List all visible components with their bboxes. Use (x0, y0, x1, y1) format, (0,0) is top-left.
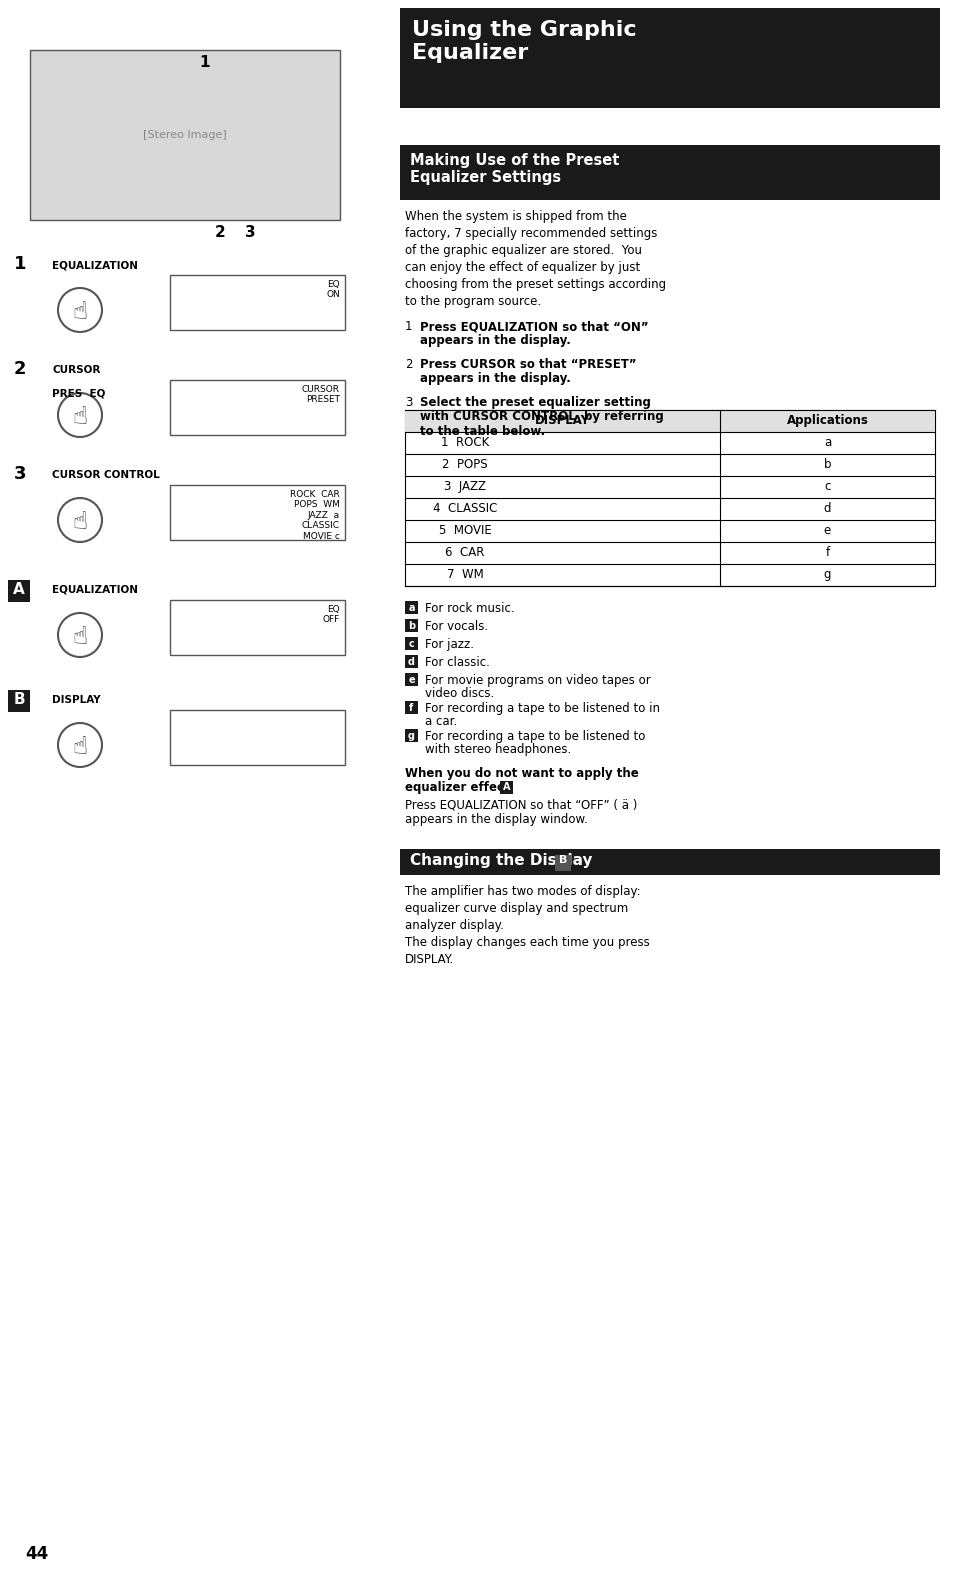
Bar (170, 275, 345, 330)
Text: ☝: ☝ (72, 300, 88, 324)
Text: e: e (408, 674, 415, 685)
Text: with CURSOR CONTROL  by referring
to the table below.: with CURSOR CONTROL by referring to the … (419, 410, 663, 439)
Bar (405, 637, 417, 649)
Text: Press EQUALIZATION so that “ON”: Press EQUALIZATION so that “ON” (419, 321, 648, 333)
Bar (405, 601, 417, 615)
Text: DISPLAY: DISPLAY (52, 695, 100, 704)
Text: with stereo headphones.: with stereo headphones. (424, 744, 571, 756)
Text: CURSOR
PRESET: CURSOR PRESET (302, 385, 339, 404)
Text: EQ
OFF: EQ OFF (322, 605, 339, 624)
Text: DISPLAY: DISPLAY (535, 413, 590, 428)
Text: video discs.: video discs. (424, 687, 494, 700)
Text: ☝: ☝ (72, 406, 88, 429)
Text: a: a (823, 435, 830, 450)
Text: 1: 1 (199, 55, 210, 71)
Bar (405, 410, 934, 586)
Bar (399, 145, 939, 200)
Text: 6  CAR: 6 CAR (445, 545, 484, 560)
Text: 3: 3 (405, 396, 412, 409)
Text: B: B (558, 855, 567, 865)
Bar (170, 711, 345, 766)
Text: ☝: ☝ (72, 736, 88, 759)
Text: appears in the display window.: appears in the display window. (405, 813, 587, 825)
Text: a car.: a car. (424, 715, 456, 728)
Text: Press CURSOR so that “PRESET”: Press CURSOR so that “PRESET” (419, 358, 636, 371)
Text: EQ
ON: EQ ON (326, 280, 339, 299)
Text: A: A (13, 582, 25, 597)
Text: appears in the display.: appears in the display. (419, 333, 570, 347)
Bar (499, 781, 513, 794)
Text: ☝: ☝ (72, 509, 88, 534)
Bar (405, 673, 417, 685)
Text: For recording a tape to be listened to in: For recording a tape to be listened to i… (424, 703, 659, 715)
Text: 3: 3 (13, 465, 27, 483)
Text: Select the preset equalizer setting: Select the preset equalizer setting (419, 396, 650, 409)
Text: EQUALIZATION: EQUALIZATION (52, 585, 138, 594)
Text: e: e (823, 523, 830, 538)
Text: 1  ROCK: 1 ROCK (440, 435, 489, 450)
Text: c: c (823, 479, 830, 494)
Text: 44: 44 (25, 1545, 49, 1563)
Text: g: g (408, 731, 415, 740)
Text: When you do not want to apply the: When you do not want to apply the (405, 767, 639, 780)
Text: 3  JAZZ: 3 JAZZ (443, 479, 485, 494)
Text: a: a (408, 604, 415, 613)
Text: EQUALIZATION: EQUALIZATION (52, 259, 138, 270)
Bar (405, 729, 417, 742)
Text: For vocals.: For vocals. (424, 619, 488, 634)
Text: 4  CLASSIC: 4 CLASSIC (433, 501, 497, 516)
Text: 3: 3 (244, 225, 255, 241)
Bar (170, 486, 345, 541)
Text: d: d (822, 501, 830, 516)
Bar (170, 380, 345, 435)
Text: f: f (409, 703, 414, 714)
Text: 2: 2 (13, 360, 27, 377)
Text: Press EQUALIZATION so that “OFF” ( ä ): Press EQUALIZATION so that “OFF” ( ä ) (405, 799, 637, 813)
Text: CURSOR

PRES  EQ: CURSOR PRES EQ (52, 365, 105, 398)
Bar (405, 701, 417, 714)
Text: f: f (824, 545, 829, 560)
Bar (555, 855, 571, 871)
Text: Using the Graphic
Equalizer: Using the Graphic Equalizer (412, 20, 636, 63)
Text: g: g (822, 567, 830, 582)
Text: For rock music.: For rock music. (424, 602, 514, 615)
Text: 1: 1 (405, 321, 412, 333)
Text: 1: 1 (13, 255, 27, 274)
Bar (170, 601, 345, 656)
Text: 2: 2 (214, 225, 225, 241)
Text: 2: 2 (405, 358, 412, 371)
Text: For classic.: For classic. (424, 656, 489, 670)
Text: When the system is shipped from the
factory, 7 specially recommended settings
of: When the system is shipped from the fact… (405, 211, 665, 308)
Text: For jazz.: For jazz. (424, 638, 474, 651)
Text: [Stereo Image]: [Stereo Image] (143, 130, 227, 140)
Text: c: c (408, 638, 414, 649)
Text: The amplifier has two modes of display:
equalizer curve display and spectrum
ana: The amplifier has two modes of display: … (405, 885, 649, 967)
Text: equalizer effect: equalizer effect (405, 781, 509, 794)
Bar (405, 619, 417, 632)
Text: Applications: Applications (785, 413, 867, 428)
Text: CURSOR CONTROL: CURSOR CONTROL (52, 470, 159, 479)
Text: ☝: ☝ (72, 626, 88, 649)
Bar (8, 580, 30, 602)
Text: B: B (13, 692, 25, 707)
Text: 7  WM: 7 WM (446, 567, 483, 582)
Text: Changing the Display: Changing the Display (410, 854, 592, 868)
Text: 2  POPS: 2 POPS (442, 457, 487, 472)
Text: Making Use of the Preset
Equalizer Settings: Making Use of the Preset Equalizer Setti… (410, 152, 618, 185)
Text: 5  MOVIE: 5 MOVIE (438, 523, 491, 538)
Bar (30, 50, 339, 220)
Text: d: d (408, 657, 415, 667)
Text: ROCK  CAR
POPS  WM
JAZZ  a
CLASSIC
MOVIE c: ROCK CAR POPS WM JAZZ a CLASSIC MOVIE c (290, 490, 339, 541)
Bar (399, 849, 939, 876)
Bar (8, 690, 30, 712)
Text: A: A (502, 781, 510, 792)
Bar (399, 8, 939, 108)
Bar (405, 410, 934, 432)
Bar (405, 656, 417, 668)
Text: b: b (822, 457, 830, 472)
Text: For recording a tape to be listened to: For recording a tape to be listened to (424, 729, 644, 744)
Text: For movie programs on video tapes or: For movie programs on video tapes or (424, 674, 650, 687)
Text: b: b (408, 621, 415, 630)
Text: appears in the display.: appears in the display. (419, 373, 570, 385)
